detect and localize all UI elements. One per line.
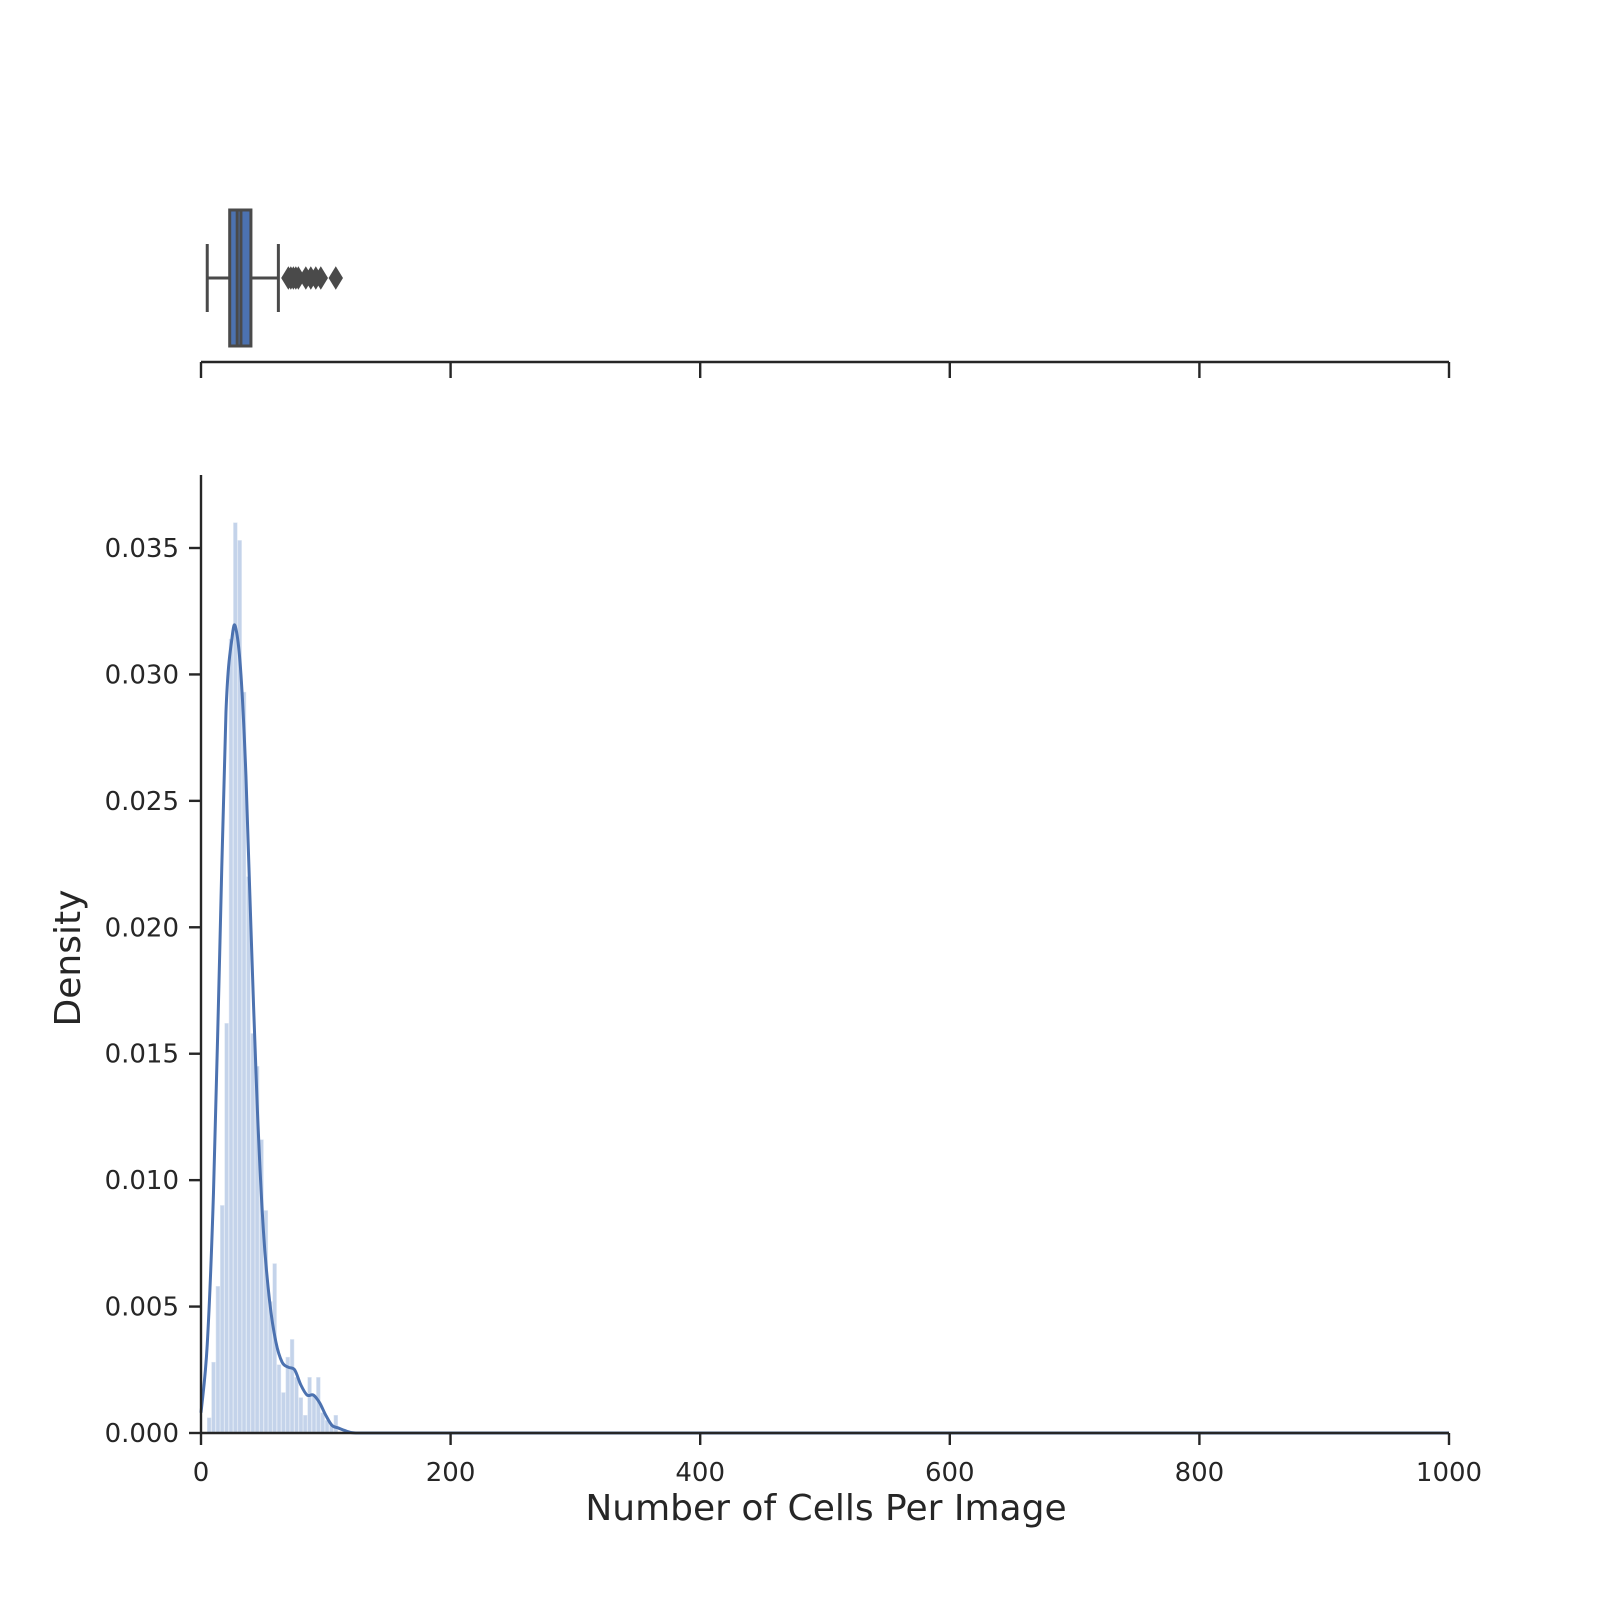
histogram-bar-0 bbox=[206, 1417, 212, 1434]
histogram-panel: 0.000 0.005 0.010 0.015 0.020 0.025 0.030 0.035… bbox=[105, 475, 1482, 1488]
histogram-bar-1 bbox=[211, 1361, 216, 1434]
histogram-bar-4 bbox=[224, 1023, 229, 1434]
histogram-bar-3 bbox=[220, 1205, 225, 1434]
y-tick-label-6: 0.030 bbox=[105, 660, 179, 690]
x-tick-label-2: 400 bbox=[675, 1458, 725, 1488]
y-tick-label-7: 0.035 bbox=[105, 534, 179, 564]
box-panel bbox=[199, 208, 1451, 378]
x-tick-label-1: 200 bbox=[426, 1458, 476, 1488]
y-tick-label-2: 0.010 bbox=[105, 1166, 179, 1196]
y-tick-label-1: 0.005 bbox=[105, 1293, 179, 1323]
box-outlier-8 bbox=[313, 266, 329, 290]
histogram-bar-22 bbox=[303, 1415, 308, 1434]
y-tick-label-0: 0.000 bbox=[105, 1419, 179, 1449]
histogram-bar-29 bbox=[333, 1415, 338, 1434]
x-tick-label-5: 1000 bbox=[1416, 1458, 1482, 1488]
box-outlier-4 bbox=[291, 266, 306, 290]
histogram-bar-5 bbox=[228, 638, 234, 1434]
histogram-bar-16 bbox=[276, 1364, 282, 1434]
histogram-bar-26 bbox=[320, 1412, 325, 1434]
x-axis-label: Number of Cells Per Image bbox=[585, 1488, 1066, 1529]
x-tick-label-4: 800 bbox=[1175, 1458, 1225, 1488]
x-tick-label-3: 600 bbox=[925, 1458, 975, 1488]
y-tick-label-4: 0.020 bbox=[105, 913, 179, 943]
x-tick-label-0: 0 bbox=[193, 1458, 210, 1488]
histogram-bar-20 bbox=[294, 1377, 299, 1434]
y-axis-label: Density bbox=[48, 890, 89, 1027]
histogram-bar-19 bbox=[289, 1339, 295, 1434]
histogram-bar-17 bbox=[281, 1392, 286, 1434]
histogram-bar-21 bbox=[298, 1397, 303, 1434]
histogram-bar-6 bbox=[233, 522, 238, 1434]
box-outlier-9 bbox=[328, 266, 343, 290]
histogram-bar-2 bbox=[215, 1286, 220, 1434]
histogram-bar-24 bbox=[311, 1394, 317, 1434]
kde-curve bbox=[199, 623, 1449, 1435]
histogram-bar-9 bbox=[246, 876, 251, 1434]
y-tick-label-5: 0.025 bbox=[105, 787, 179, 817]
histogram-bar-10 bbox=[250, 1033, 255, 1434]
histogram-bar-23 bbox=[307, 1377, 312, 1434]
y-tick-label-3: 0.015 bbox=[105, 1040, 179, 1070]
